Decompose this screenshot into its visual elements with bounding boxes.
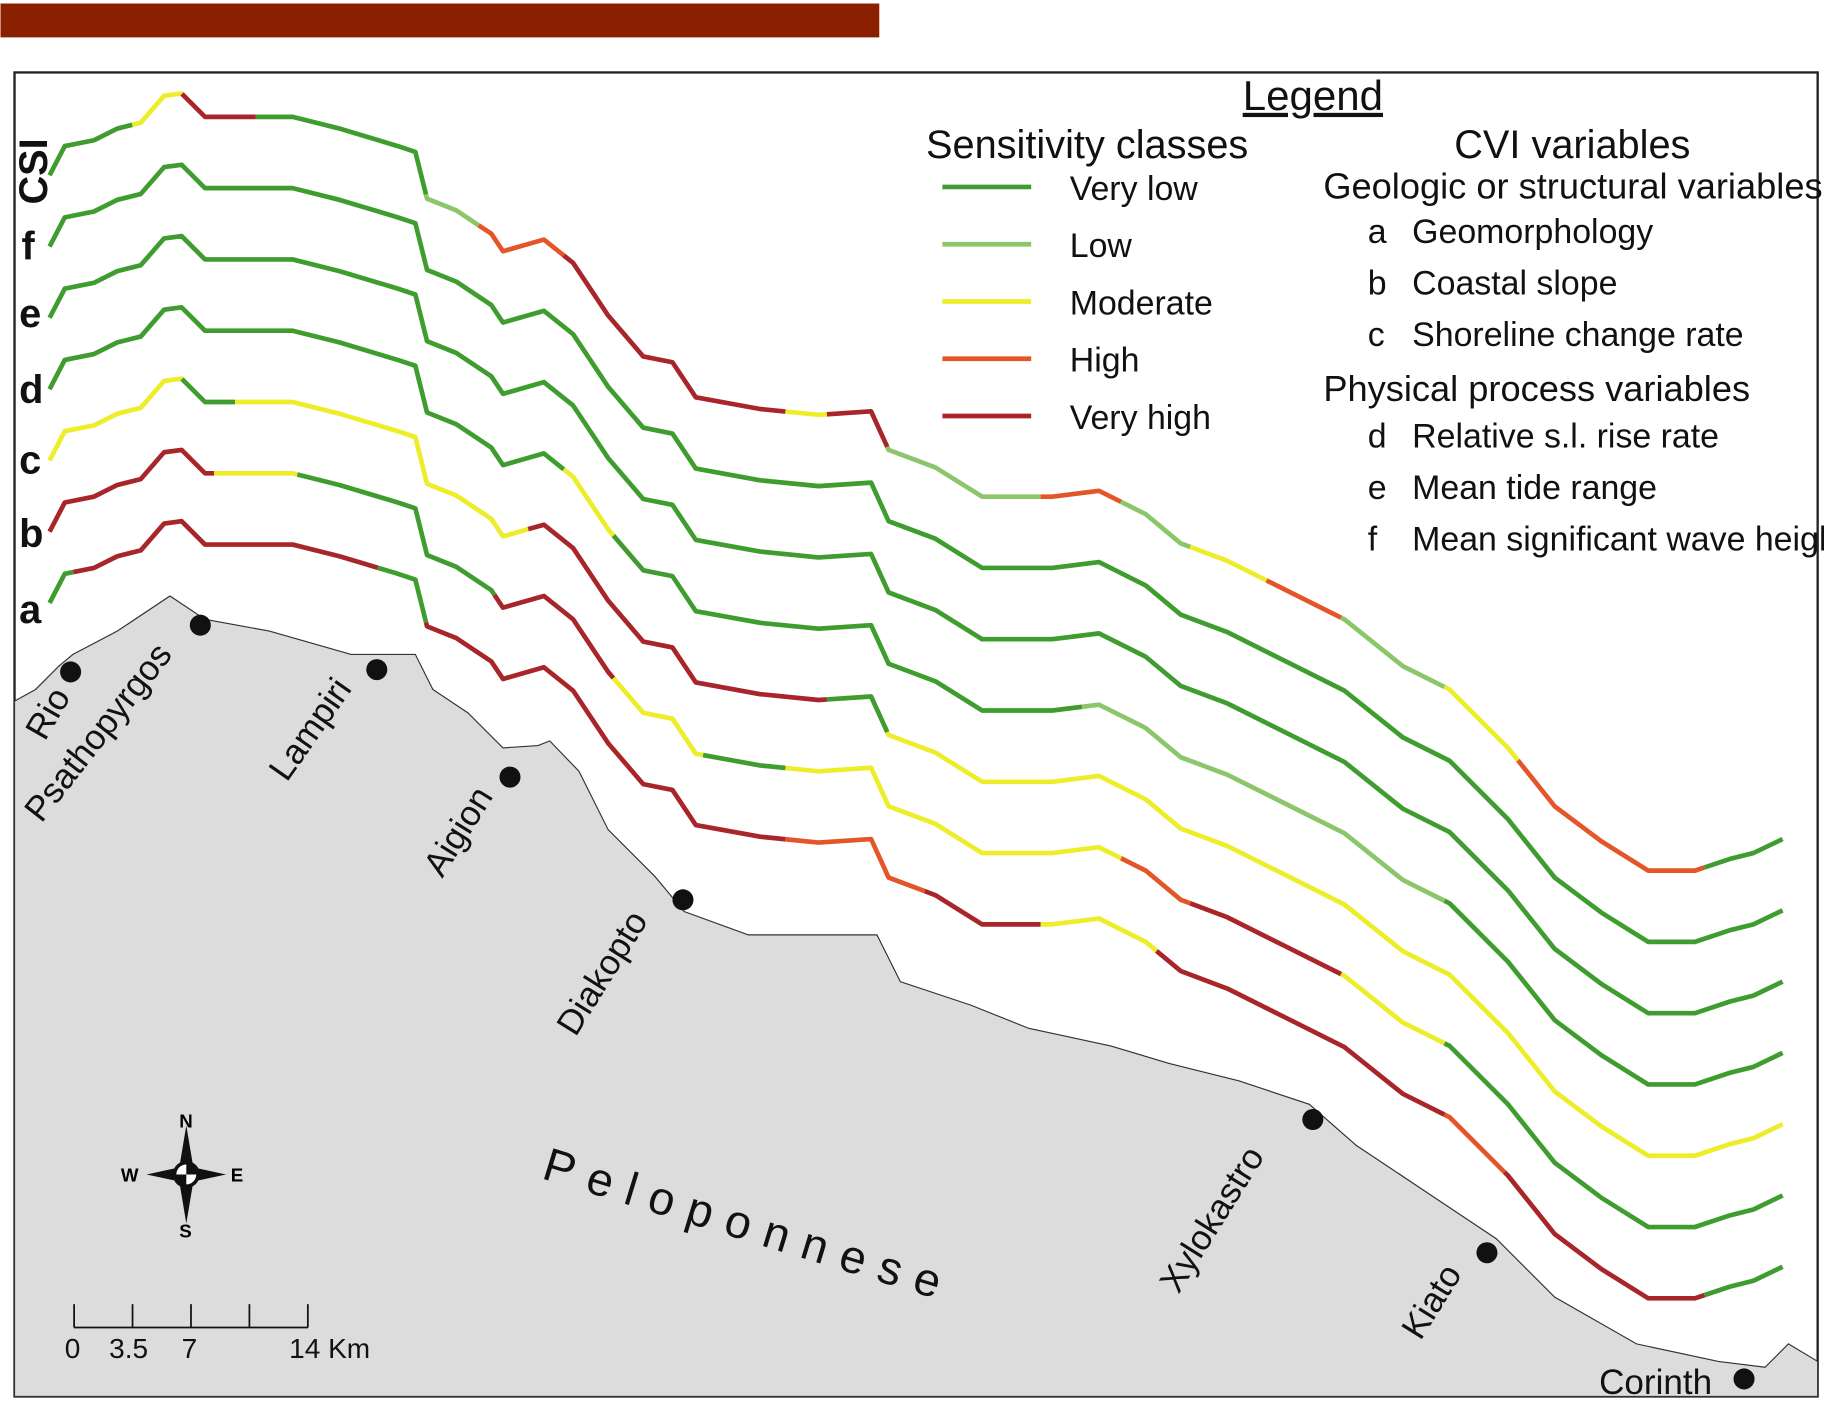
scale-label-3-5: 3.5: [109, 1333, 148, 1364]
sensitivity-line-c: [47, 376, 1784, 1159]
variable-label: Mean significant wave height: [1412, 520, 1824, 558]
legend-class-label: Very low: [1070, 170, 1199, 208]
sensitivity-line-b: [47, 447, 1784, 1230]
legend-class-label: Very high: [1070, 399, 1211, 437]
compass-n: N: [179, 1111, 193, 1132]
line-segment: [47, 447, 1784, 1230]
sensitivity-line-f: [47, 162, 1784, 945]
row-label-d: d: [19, 368, 43, 412]
scale-bar: [73, 1304, 309, 1329]
town-dot-psathopyrgos: [189, 614, 211, 636]
row-label-c: c: [19, 438, 41, 482]
town-dot-xylokastro: [1302, 1108, 1324, 1131]
row-labels: CSI f e d c b a: [12, 138, 56, 632]
sensitivity-line-d: [47, 305, 1784, 1087]
variable-key: e: [1368, 469, 1387, 507]
town-dot-lampiri: [366, 659, 388, 681]
sensitivity-line-csi: [47, 91, 1784, 873]
line-segment: [47, 233, 1784, 1016]
town-dot-kiato: [1476, 1242, 1498, 1264]
sensitivity-line-a: [47, 518, 1784, 1301]
variable-label: Relative s.l. rise rate: [1412, 418, 1719, 456]
compass-s: S: [179, 1221, 191, 1242]
scale-label-7: 7: [182, 1333, 198, 1364]
legend-title: Legend: [1243, 72, 1383, 119]
town-label-corinth: Corinth: [1599, 1363, 1712, 1402]
variable-key: d: [1368, 418, 1387, 456]
line-segment: [47, 518, 1784, 1301]
variable-key: b: [1368, 264, 1387, 302]
line-segment: [47, 91, 1784, 873]
compass-rose-icon: N S E W: [121, 1111, 243, 1242]
row-label-f: f: [22, 224, 36, 268]
legend-class-label: High: [1070, 342, 1140, 380]
variable-label: Coastal slope: [1412, 264, 1617, 302]
row-label-e: e: [19, 292, 41, 336]
peloponnese-land: [13, 595, 1819, 1398]
sensitivity-line-e: [47, 233, 1784, 1016]
physical-title: Physical process variables: [1323, 368, 1750, 409]
line-segment: [47, 518, 1784, 1301]
geologic-title: Geologic or structural variables: [1323, 166, 1822, 207]
legend-class-label: Moderate: [1070, 284, 1213, 322]
row-label-b: b: [19, 512, 43, 556]
compass-e: E: [231, 1164, 243, 1185]
row-label-csi: CSI: [12, 138, 56, 204]
legend: Legend Sensitivity classes Very low Low Mo…: [926, 72, 1824, 559]
town-dot-diakopto: [672, 889, 694, 911]
sensitivity-title: Sensitivity classes: [926, 123, 1248, 167]
legend-class-label: Low: [1070, 227, 1133, 265]
variable-label: Shoreline change rate: [1412, 316, 1743, 354]
line-segment: [47, 376, 1784, 1159]
scale-label-0: 0: [65, 1333, 81, 1364]
line-segment: [47, 518, 1784, 1301]
town-dot-aigion: [499, 766, 521, 788]
row-label-a: a: [19, 588, 42, 632]
line-segment: [47, 91, 1784, 873]
line-segment: [47, 447, 1784, 1230]
compass-w: W: [121, 1164, 139, 1185]
line-segment: [47, 447, 1784, 1230]
cvi-title: CVI variables: [1454, 123, 1690, 167]
line-segment: [47, 376, 1784, 1159]
variable-label: Mean tide range: [1412, 469, 1657, 507]
scale-label-14: 14 Km: [289, 1333, 370, 1364]
town-dot-corinth: [1733, 1368, 1755, 1390]
line-segment: [47, 305, 1784, 1087]
sensitivity-lines: [47, 91, 1784, 1301]
line-segment: [47, 376, 1784, 1159]
town-dot-rio: [60, 661, 82, 683]
line-segment: [47, 91, 1784, 873]
variable-label: Geomorphology: [1412, 213, 1653, 251]
line-segment: [47, 305, 1784, 1087]
variable-key: a: [1368, 213, 1387, 251]
variable-key: f: [1368, 520, 1378, 558]
header-bar: [0, 3, 880, 38]
variable-key: c: [1368, 316, 1385, 354]
line-segment: [47, 162, 1784, 945]
line-segment: [47, 305, 1784, 1087]
